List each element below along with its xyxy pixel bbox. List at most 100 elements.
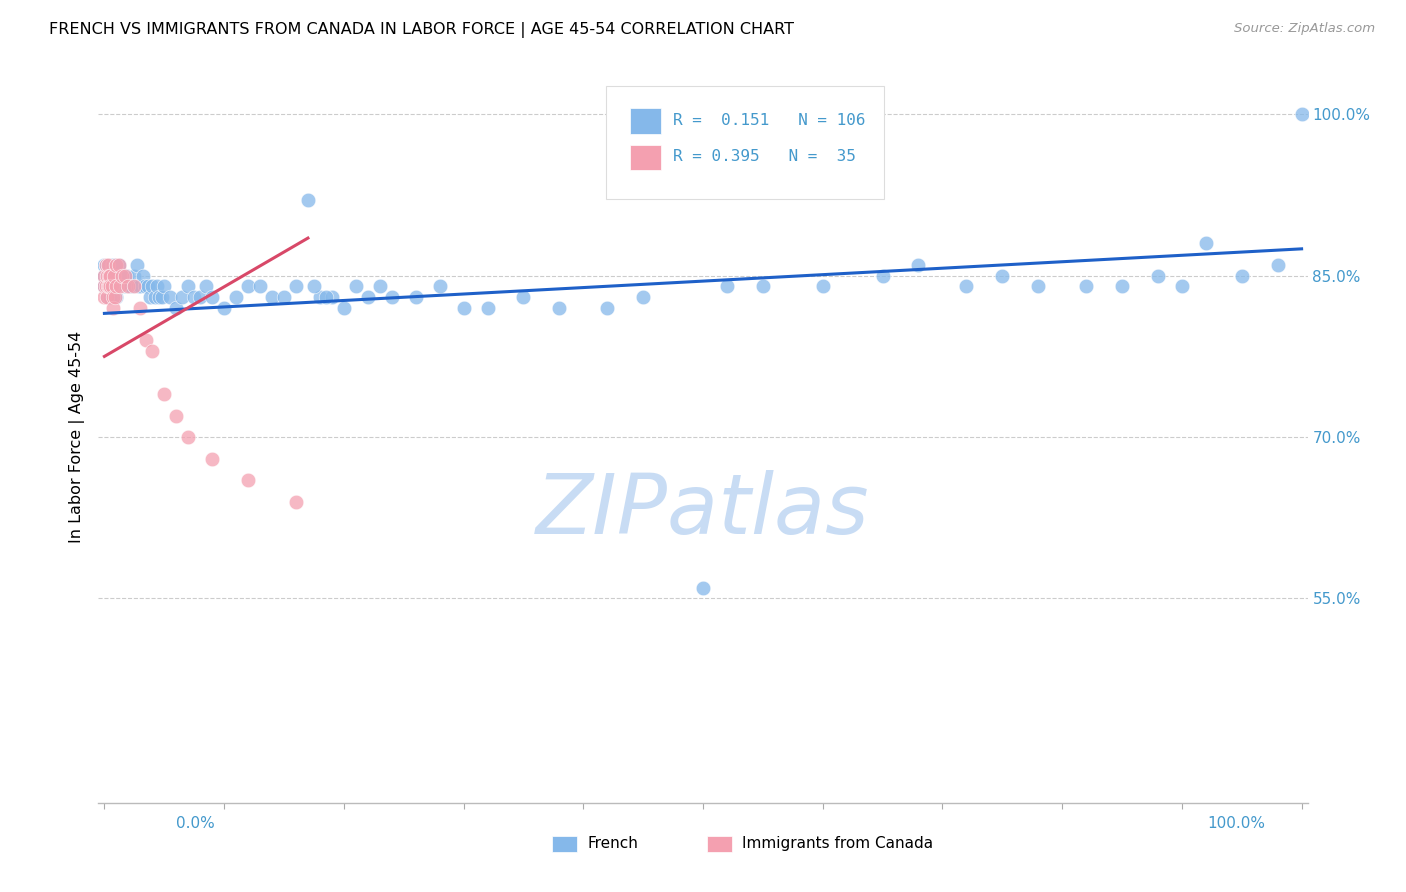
Point bbox=[93, 258, 115, 272]
Point bbox=[872, 268, 894, 283]
Point bbox=[1171, 279, 1194, 293]
Point bbox=[100, 268, 122, 283]
Point bbox=[141, 344, 163, 359]
Point bbox=[103, 268, 125, 283]
Point bbox=[907, 258, 929, 272]
Point bbox=[117, 279, 139, 293]
Point bbox=[1195, 236, 1218, 251]
Point bbox=[183, 290, 205, 304]
Point bbox=[129, 279, 152, 293]
Point bbox=[115, 268, 138, 283]
Point bbox=[150, 290, 173, 304]
Point bbox=[100, 268, 122, 283]
Point bbox=[93, 268, 115, 283]
Point bbox=[135, 333, 157, 347]
Point bbox=[453, 301, 475, 315]
Point bbox=[716, 279, 738, 293]
Point bbox=[631, 290, 654, 304]
Point bbox=[344, 279, 367, 293]
Point bbox=[309, 290, 332, 304]
Point bbox=[117, 279, 139, 293]
Point bbox=[107, 268, 129, 283]
Point bbox=[94, 279, 117, 293]
Point bbox=[165, 409, 187, 423]
Point bbox=[153, 387, 176, 401]
Point bbox=[132, 268, 155, 283]
Point bbox=[94, 268, 117, 283]
Point bbox=[177, 430, 200, 444]
Point bbox=[284, 494, 307, 508]
Point bbox=[136, 279, 159, 293]
Point bbox=[273, 290, 295, 304]
Point bbox=[100, 258, 122, 272]
Point bbox=[1074, 279, 1097, 293]
Point bbox=[101, 290, 124, 304]
Point bbox=[225, 290, 247, 304]
Point bbox=[195, 279, 218, 293]
Point bbox=[105, 290, 128, 304]
Point bbox=[124, 268, 146, 283]
Point bbox=[134, 279, 156, 293]
Point bbox=[101, 258, 124, 272]
Point bbox=[381, 290, 404, 304]
Point bbox=[114, 279, 136, 293]
Point bbox=[97, 258, 120, 272]
Point bbox=[159, 290, 181, 304]
Point bbox=[1230, 268, 1253, 283]
Point bbox=[96, 290, 118, 304]
FancyBboxPatch shape bbox=[606, 86, 884, 200]
Point bbox=[249, 279, 271, 293]
Point bbox=[146, 279, 169, 293]
Point bbox=[125, 258, 148, 272]
Point bbox=[811, 279, 834, 293]
Point bbox=[141, 279, 163, 293]
Point bbox=[1147, 268, 1170, 283]
Point bbox=[302, 279, 325, 293]
Point bbox=[752, 279, 775, 293]
Point bbox=[692, 581, 714, 595]
Point bbox=[120, 279, 142, 293]
Point bbox=[321, 290, 343, 304]
Point bbox=[97, 258, 120, 272]
Point bbox=[103, 268, 125, 283]
Point bbox=[991, 268, 1014, 283]
Point bbox=[101, 279, 124, 293]
Text: French: French bbox=[588, 837, 638, 851]
Point bbox=[107, 258, 129, 272]
Point bbox=[429, 279, 451, 293]
FancyBboxPatch shape bbox=[630, 145, 661, 170]
Y-axis label: In Labor Force | Age 45-54: In Labor Force | Age 45-54 bbox=[69, 331, 86, 543]
FancyBboxPatch shape bbox=[630, 108, 661, 134]
Point bbox=[108, 279, 131, 293]
Point bbox=[97, 279, 120, 293]
Point bbox=[100, 279, 122, 293]
Point bbox=[148, 290, 170, 304]
Point bbox=[477, 301, 499, 315]
Point bbox=[1026, 279, 1049, 293]
Point bbox=[93, 279, 115, 293]
Point bbox=[153, 279, 176, 293]
Point bbox=[93, 268, 115, 283]
Point bbox=[103, 279, 125, 293]
Point bbox=[297, 194, 319, 208]
Point bbox=[118, 279, 141, 293]
Point bbox=[97, 279, 120, 293]
Point bbox=[172, 290, 194, 304]
Point bbox=[110, 279, 132, 293]
Point bbox=[1267, 258, 1289, 272]
Point bbox=[104, 258, 127, 272]
Point bbox=[96, 268, 118, 283]
Text: 100.0%: 100.0% bbox=[1208, 816, 1265, 831]
Point bbox=[405, 290, 427, 304]
Point bbox=[111, 268, 134, 283]
Point bbox=[129, 301, 152, 315]
Point bbox=[143, 290, 166, 304]
Point bbox=[105, 258, 128, 272]
Point bbox=[94, 258, 117, 272]
Point bbox=[98, 279, 121, 293]
Point bbox=[368, 279, 391, 293]
Point bbox=[315, 290, 337, 304]
Point bbox=[98, 268, 121, 283]
Point bbox=[104, 279, 127, 293]
Point bbox=[236, 279, 259, 293]
